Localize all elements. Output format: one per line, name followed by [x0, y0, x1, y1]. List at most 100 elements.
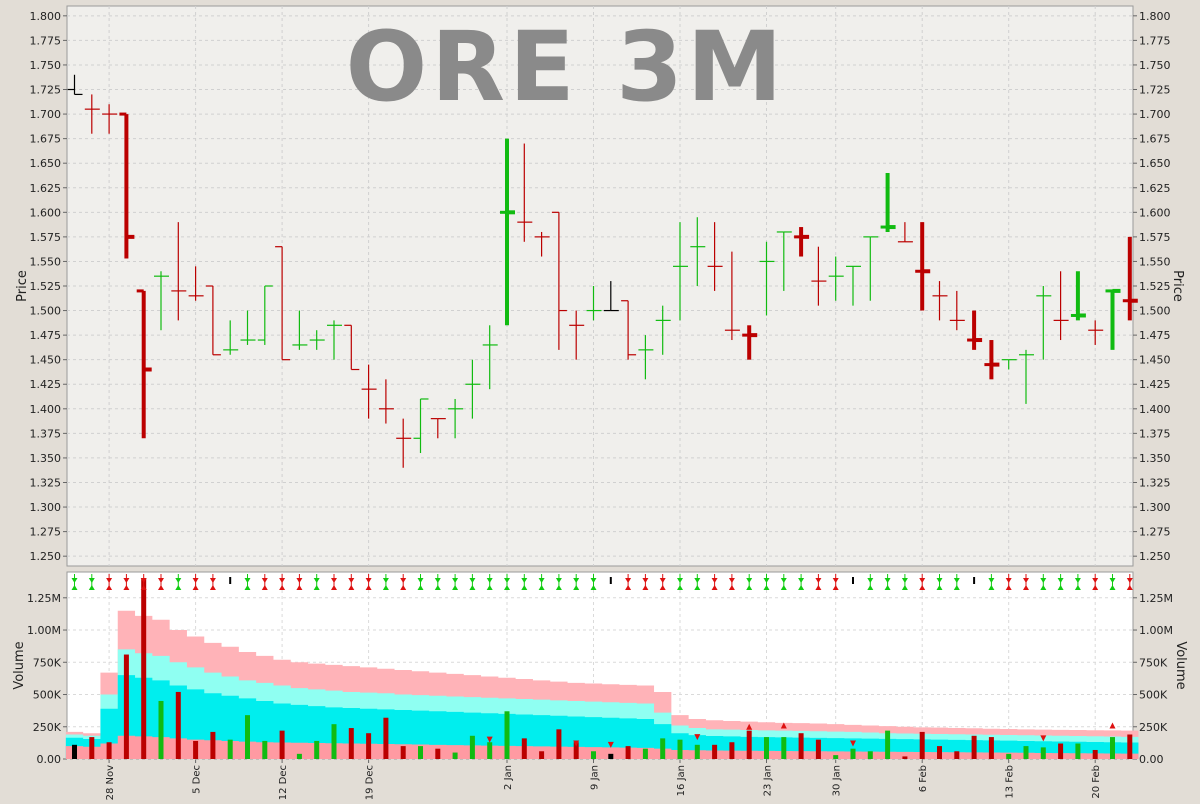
- volume-tick-label-left: 250K: [33, 721, 62, 734]
- signal-arrow: [417, 574, 424, 590]
- volume-bar: [400, 746, 406, 759]
- signal-head-top: [365, 578, 372, 583]
- signal-head-top: [521, 578, 528, 583]
- signal-head-top: [538, 578, 545, 583]
- signal-head-top: [625, 578, 632, 583]
- price-tick-label-left: 1.625: [30, 182, 62, 195]
- signal-head-bottom: [486, 585, 493, 590]
- signal-arrow: [746, 574, 753, 590]
- signal-head-top: [728, 578, 735, 583]
- price-tick-label-left: 1.425: [30, 378, 62, 391]
- ohlc-bar: [586, 286, 602, 321]
- signal-arrow: [798, 574, 805, 590]
- signal-head-bottom: [261, 585, 268, 590]
- ohlc-bar: [621, 300, 637, 360]
- price-tick-label-left: 1.500: [30, 305, 62, 318]
- price-tick-label-right: 1.550: [1139, 255, 1171, 268]
- price-tick-label-right: 1.800: [1139, 10, 1171, 23]
- signal-arrow: [780, 574, 787, 590]
- signal-head-top: [434, 578, 441, 583]
- signal-head-top: [261, 578, 268, 583]
- ohlc-bar: [309, 330, 325, 350]
- signal-arrow: [677, 574, 683, 590]
- x-tick-label: 20 Feb: [1091, 765, 1102, 799]
- signal-head-bottom: [538, 585, 545, 590]
- x-tick-label: 28 Nov: [105, 765, 116, 800]
- signal-head-bottom: [158, 585, 164, 590]
- signal-head-top: [832, 578, 839, 583]
- volume-bar: [262, 740, 268, 759]
- signal-head-bottom: [867, 585, 874, 590]
- price-tick-label-left: 1.725: [30, 84, 62, 97]
- price-tick-label-right: 1.375: [1139, 427, 1171, 440]
- signal-arrow: [209, 574, 216, 590]
- signal-head-top: [677, 578, 683, 583]
- signal-head-top: [209, 578, 216, 583]
- ohlc-bar: [413, 398, 429, 454]
- ohlc-bar: [776, 231, 792, 291]
- volume-tick-label-left: 1.25M: [27, 592, 61, 605]
- signal-arrow: [728, 574, 735, 590]
- signal-arrow: [573, 574, 580, 590]
- signal-head-bottom: [1023, 585, 1029, 590]
- ohlc-bar: [949, 290, 965, 331]
- volume-bar: [435, 748, 441, 759]
- signal-head-top: [1023, 578, 1029, 583]
- signal-arrow: [884, 574, 891, 590]
- volume-bar: [556, 729, 562, 759]
- signal-head-bottom: [504, 585, 510, 590]
- volume-bar: [573, 742, 579, 759]
- signal-arrow: [71, 574, 78, 590]
- signal-head-bottom: [313, 585, 320, 590]
- ohlc-bar: [154, 271, 169, 331]
- price-tick-label-right: 1.500: [1139, 305, 1171, 318]
- signal-head-top: [382, 578, 389, 583]
- ohlc-bar: [1019, 349, 1034, 404]
- signal-head-bottom: [1074, 585, 1081, 590]
- signal-arrow: [106, 574, 113, 590]
- price-tick-label-right: 1.350: [1139, 452, 1171, 465]
- volume-bar: [746, 730, 752, 759]
- price-tick-label-left: 1.475: [30, 329, 62, 342]
- signal-arrow: [694, 574, 701, 590]
- signal-head-top: [158, 578, 164, 583]
- signal-head-bottom: [815, 585, 822, 590]
- volume-bar: [971, 735, 977, 759]
- signal-head-top: [815, 578, 822, 583]
- signal-arrow: [158, 574, 164, 590]
- volume-bar: [331, 724, 337, 759]
- signal-head-bottom: [88, 585, 95, 590]
- volume-bar: [521, 738, 527, 759]
- signal-arrow: [988, 574, 995, 590]
- volume-bar: [175, 691, 181, 759]
- signal-arrow: [175, 574, 182, 590]
- volume-signal-marker: [607, 741, 614, 748]
- signal-head-bottom: [209, 585, 216, 590]
- volume-bar: [106, 742, 112, 759]
- volume-bar: [781, 737, 787, 759]
- signal-head-top: [884, 578, 891, 583]
- price-tick-label-left: 1.300: [30, 501, 62, 514]
- price-tick-label-left: 1.550: [30, 255, 62, 268]
- signal-arrow: [763, 574, 770, 590]
- ohlc-bar: [1036, 286, 1052, 360]
- ohlc-bar: [1105, 288, 1121, 350]
- signal-head-top: [711, 578, 718, 583]
- signal-head-top: [417, 578, 424, 583]
- volume-bar: [418, 746, 423, 759]
- ohlc-bar: [811, 246, 827, 306]
- volume-bar: [937, 746, 942, 759]
- signal-arrow: [244, 574, 251, 590]
- volume-axis-label-left: Volume: [12, 641, 27, 689]
- signal-head-top: [313, 578, 320, 583]
- volume-bar: [902, 756, 908, 759]
- signal-head-bottom: [140, 585, 147, 590]
- volume-bar: [383, 717, 389, 759]
- volume-bar: [539, 751, 545, 759]
- ohlc-bar: [188, 266, 204, 301]
- volume-bar: [677, 739, 683, 759]
- price-tick-label-left: 1.800: [30, 10, 62, 23]
- signal-arrow: [365, 574, 372, 590]
- signal-arrow: [434, 574, 441, 590]
